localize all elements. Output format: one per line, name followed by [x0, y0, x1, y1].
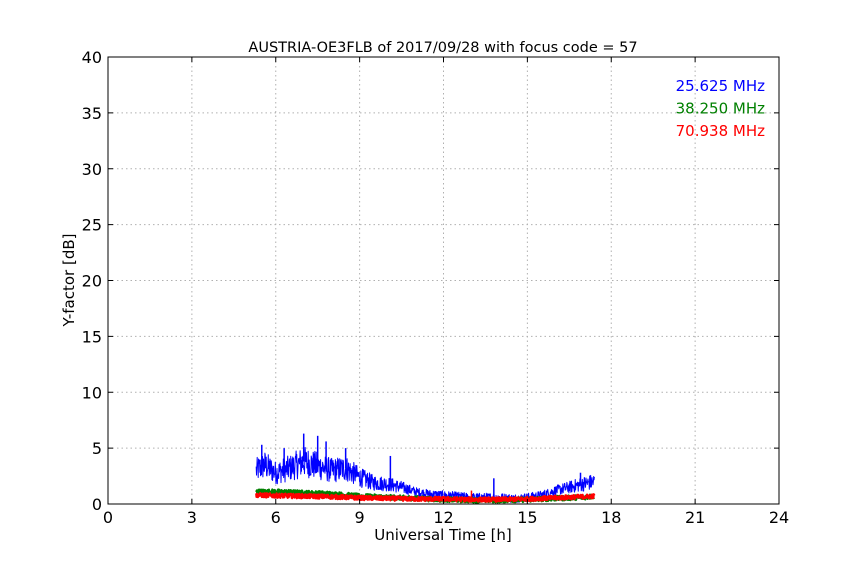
x-axis-title: Universal Time [h]	[374, 526, 512, 544]
x-tick-label: 6	[271, 508, 281, 527]
x-tick-label: 18	[601, 508, 621, 527]
series-3	[255, 490, 596, 503]
x-tick-label: 3	[187, 508, 197, 527]
y-tick-label: 0	[92, 495, 102, 514]
y-tick-label: 20	[82, 272, 102, 291]
legend-entry: 70.938 MHz	[676, 122, 765, 140]
y-tick-label: 35	[82, 104, 102, 123]
legend: 25.625 MHz 38.250 MHz 70.938 MHz	[676, 77, 765, 140]
series-line	[255, 491, 596, 503]
y-tick-label: 15	[82, 327, 102, 346]
x-tick-label: 9	[355, 508, 365, 527]
x-tick-label: 24	[769, 508, 789, 527]
grid-layer	[108, 57, 779, 504]
y-tick-label: 25	[82, 216, 102, 235]
y-tick-label: 30	[82, 160, 102, 179]
tick-layer: 0 3 6 9 12 15 18 21 24 0 5 10 15 20 25 30 35 40	[82, 48, 790, 527]
legend-entry: 38.250 MHz	[676, 100, 765, 118]
x-tick-label: 15	[517, 508, 537, 527]
x-tick-label: 12	[433, 508, 453, 527]
y-axis-title: Y-factor [dB]	[60, 233, 78, 327]
legend-entry: 25.625 MHz	[676, 77, 765, 95]
x-tick-label: 0	[103, 508, 113, 527]
y-tick-label: 5	[92, 439, 102, 458]
chart-title: AUSTRIA-OE3FLB of 2017/09/28 with focus …	[248, 40, 637, 56]
data-layer	[255, 433, 596, 504]
y-tick-label: 40	[82, 48, 102, 67]
y-tick-label: 10	[82, 383, 102, 402]
x-tick-label: 21	[685, 508, 705, 527]
